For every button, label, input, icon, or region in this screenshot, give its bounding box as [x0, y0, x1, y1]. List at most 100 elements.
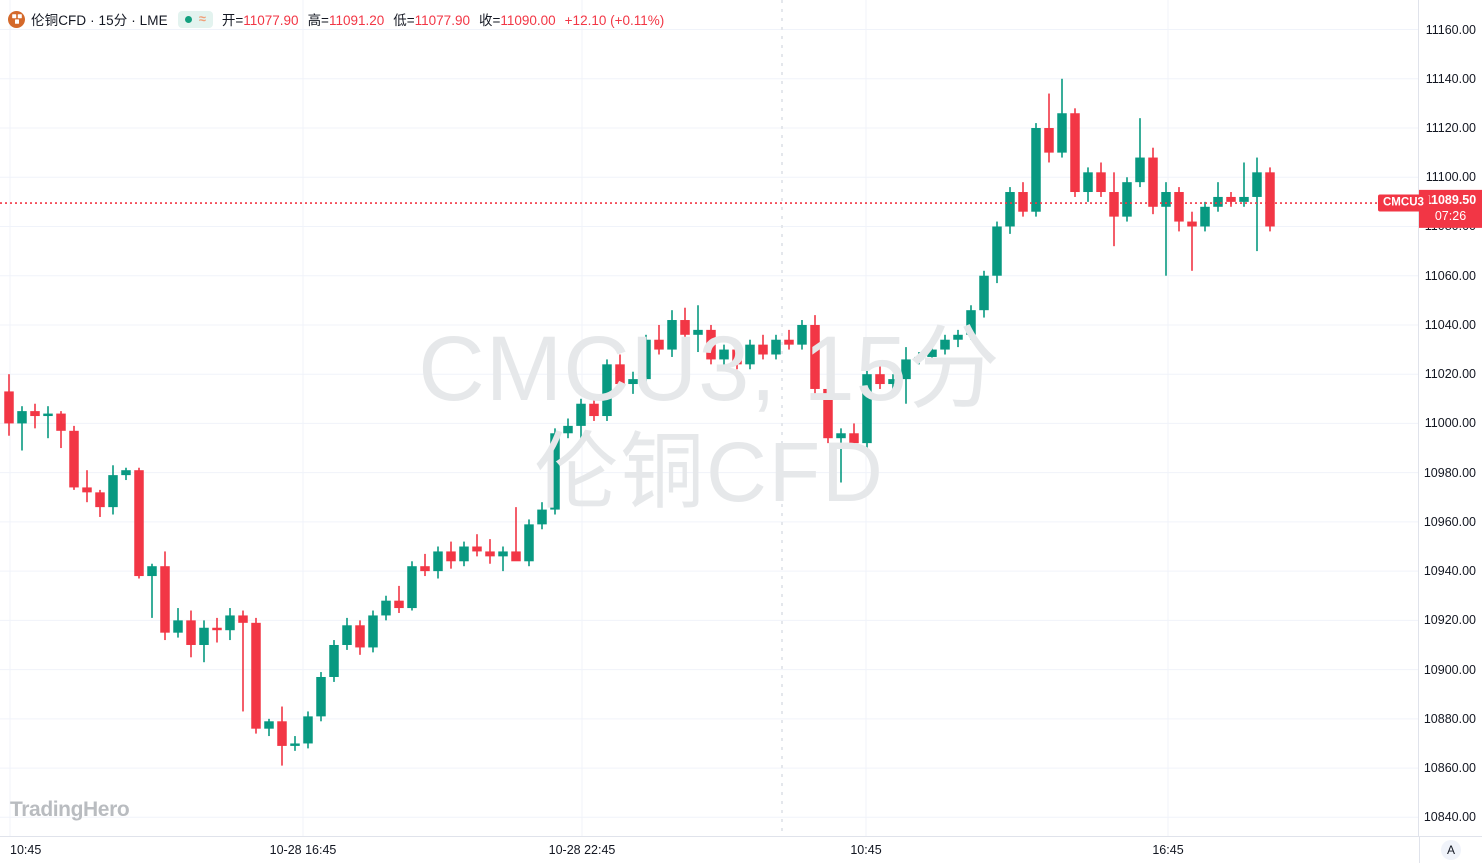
legend-title[interactable]: 伦铜CFD · 15分 · LME [31, 13, 168, 28]
price-axis-tick: 11060.00 [1424, 268, 1476, 283]
candle [667, 310, 677, 357]
candle [1213, 182, 1223, 212]
candle [1174, 187, 1184, 232]
candle [251, 617, 261, 734]
candle [576, 398, 586, 444]
ohlc-close: 收=11090.00 [479, 13, 556, 28]
candle [1031, 123, 1041, 217]
time-axis-tick: 10:45 [850, 843, 882, 857]
time-axis-tick: 10-28 16:45 [269, 843, 337, 857]
candle [1096, 162, 1106, 197]
candle [277, 706, 287, 766]
market-status-pill[interactable]: ≈ [177, 10, 213, 28]
candle [95, 489, 105, 517]
price-axis-tick: 11100.00 [1425, 170, 1476, 185]
candle [238, 610, 248, 712]
chart-legend: 伦铜CFD · 15分 · LME ≈ 开=11077.90 高=11091.20… [0, 0, 664, 34]
time-axis-tick: 10-28 22:45 [548, 843, 616, 857]
candle [732, 342, 742, 370]
price-axis-tick: 11000.00 [1424, 416, 1476, 431]
ohlc-values: 开=11077.90 高=11091.20 低=11077.90 收=11090.00… [222, 9, 664, 29]
candle [875, 364, 885, 389]
candle [628, 371, 638, 394]
candle [381, 595, 391, 621]
candle [394, 585, 404, 613]
candle [1226, 192, 1236, 207]
candle [498, 546, 508, 572]
candle [1135, 118, 1145, 188]
candle [550, 428, 560, 515]
candle [290, 736, 300, 751]
axis-corner: A [1419, 837, 1482, 863]
candle [108, 465, 118, 515]
ohlc-low-value: 11077.90 [414, 13, 470, 28]
candle [56, 411, 66, 449]
last-price-badge[interactable]: 11089.50 07:26 [1419, 189, 1482, 229]
candle [953, 329, 963, 348]
candle [901, 347, 911, 404]
candle [602, 359, 612, 421]
candle [1109, 172, 1119, 247]
symbol-price-tag[interactable]: CMCU3 [1378, 194, 1429, 212]
candle [30, 403, 40, 429]
candle [563, 418, 573, 439]
candle [446, 541, 456, 569]
candle [160, 551, 170, 641]
ohlc-close-label: 收= [478, 13, 501, 28]
candle [784, 329, 794, 350]
candle [797, 320, 807, 350]
candle [771, 334, 781, 360]
copper-symbol-icon [8, 10, 25, 28]
candle [862, 366, 872, 453]
candle [147, 563, 157, 618]
candle [121, 467, 131, 481]
candle [719, 344, 729, 370]
candle [1083, 167, 1093, 202]
candle [615, 354, 625, 389]
candle [472, 534, 482, 557]
candle [888, 374, 898, 392]
candle [186, 610, 196, 658]
candle [758, 334, 768, 360]
tradinghero-logo: TradingHero [10, 798, 130, 821]
candle [979, 270, 989, 318]
candle [940, 334, 950, 355]
candle [992, 221, 1002, 284]
anchor-button[interactable]: A [1441, 840, 1461, 860]
candle [212, 617, 222, 643]
price-axis-tick: 10940.00 [1423, 564, 1476, 579]
price-axis-tick: 10880.00 [1423, 711, 1476, 726]
candle [69, 425, 79, 490]
candle [225, 608, 235, 641]
candle [680, 307, 690, 345]
candle [706, 324, 716, 365]
candle [914, 352, 924, 365]
last-price-time: 07:26 [1434, 208, 1467, 223]
ohlc-open-label: 开= [221, 13, 244, 28]
candle [459, 541, 469, 567]
candle [82, 470, 92, 503]
time-axis[interactable]: A 10:45 10-28 16:45 10-28 22:45 10:45 16:45 [0, 836, 1482, 864]
candle [4, 374, 14, 436]
candle [1057, 78, 1067, 158]
candle [810, 315, 820, 394]
time-axis-tick: 16:45 [1152, 843, 1184, 857]
candle [407, 561, 417, 611]
ohlc-low: 低=11077.90 [393, 13, 470, 28]
candle [654, 324, 664, 355]
chart-plot-area[interactable]: CMCU3, 15分 伦铜CFD [0, 0, 1419, 837]
candle [511, 507, 521, 562]
candle [1005, 187, 1015, 234]
price-axis[interactable]: 11160.0011140.0011120.0011100.0011080.00… [1418, 0, 1482, 837]
candle [368, 610, 378, 653]
last-price-value: 11089.50 [1424, 192, 1477, 207]
candle [173, 608, 183, 638]
candle [1187, 211, 1197, 271]
ohlc-open: 开=11077.90 [222, 13, 299, 28]
candle [17, 406, 27, 451]
price-axis-tick: 10900.00 [1423, 662, 1476, 677]
candle [303, 711, 313, 749]
candle [1265, 167, 1275, 232]
candle [43, 406, 53, 439]
